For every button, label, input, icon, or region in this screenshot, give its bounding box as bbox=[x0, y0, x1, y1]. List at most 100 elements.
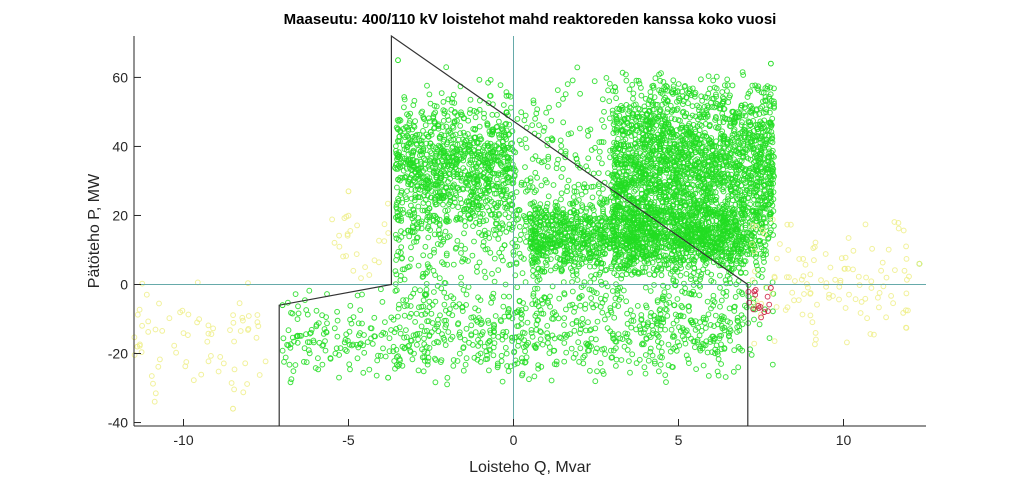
data-point-inside bbox=[711, 84, 718, 91]
data-point-inside bbox=[763, 248, 769, 254]
data-point-inside bbox=[751, 145, 757, 151]
data-point-inside bbox=[767, 209, 774, 216]
data-point-inside bbox=[735, 364, 742, 371]
data-point-inside bbox=[626, 358, 632, 365]
data-point-inside bbox=[556, 295, 563, 302]
data-point-inside bbox=[664, 106, 671, 112]
data-point-inside bbox=[672, 177, 678, 183]
data-point-inside bbox=[712, 312, 719, 319]
data-point-inside bbox=[689, 85, 696, 92]
data-point-inside bbox=[407, 303, 414, 309]
data-point-inside bbox=[656, 71, 662, 78]
data-point-inside bbox=[585, 132, 592, 139]
data-point-inside bbox=[762, 132, 768, 139]
data-point-inside bbox=[609, 186, 616, 193]
data-point-inside bbox=[726, 123, 733, 129]
data-point-inside bbox=[538, 159, 545, 166]
data-point-inside bbox=[762, 306, 768, 313]
data-point-inside bbox=[480, 211, 486, 217]
data-point-inside bbox=[548, 117, 555, 124]
data-point-inside bbox=[656, 108, 663, 115]
data-point-inside bbox=[560, 96, 566, 102]
data-point-inside bbox=[639, 144, 646, 150]
data-point-inside bbox=[638, 92, 645, 99]
data-point-inside bbox=[727, 145, 734, 152]
data-point-inside bbox=[673, 189, 680, 195]
data-point-inside bbox=[771, 104, 777, 111]
data-point-inside bbox=[424, 225, 431, 232]
data-point-inside bbox=[449, 312, 456, 319]
data-point-inside bbox=[574, 64, 581, 71]
data-point-inside bbox=[601, 345, 608, 352]
data-point-inside bbox=[633, 77, 640, 84]
data-point-inside bbox=[395, 305, 402, 312]
data-point-inside bbox=[668, 109, 675, 115]
data-point-inside bbox=[544, 142, 551, 149]
data-point-inside bbox=[561, 291, 568, 298]
data-point-inside bbox=[691, 93, 698, 100]
data-point-inside bbox=[532, 153, 539, 160]
data-point-inside bbox=[747, 109, 753, 115]
data-point-inside bbox=[522, 164, 528, 171]
data-point-inside bbox=[745, 195, 752, 202]
data-point-inside bbox=[606, 115, 613, 122]
data-point-inside bbox=[431, 246, 437, 253]
data-point-inside bbox=[652, 150, 659, 157]
data-point-inside bbox=[678, 125, 685, 131]
data-point-inside bbox=[621, 343, 628, 350]
data-point-inside bbox=[589, 194, 596, 201]
data-point-inside bbox=[425, 263, 432, 270]
data-point-inside bbox=[529, 122, 536, 129]
data-point-inside bbox=[708, 135, 715, 141]
data-point-inside bbox=[705, 73, 712, 79]
data-point-inside bbox=[613, 115, 619, 122]
data-point-inside bbox=[482, 231, 489, 238]
data-point-inside bbox=[427, 253, 434, 259]
data-point-inside bbox=[613, 95, 619, 102]
data-point-inside bbox=[742, 112, 749, 119]
data-point-inside bbox=[443, 64, 450, 71]
data-point-inside bbox=[539, 300, 546, 307]
data-point-inside bbox=[460, 367, 467, 374]
data-point-inside bbox=[473, 219, 479, 226]
data-point-inside bbox=[740, 72, 747, 78]
data-point-inside bbox=[718, 361, 724, 367]
data-point-inside bbox=[652, 75, 659, 82]
data-point-inside bbox=[621, 143, 628, 150]
data-point-inside bbox=[498, 253, 505, 260]
data-point-inside bbox=[638, 186, 645, 193]
data-point-inside bbox=[546, 104, 552, 111]
data-point-inside bbox=[570, 194, 577, 200]
data-point-inside bbox=[750, 159, 757, 166]
data-point-inside bbox=[613, 184, 620, 190]
data-point-inside bbox=[432, 298, 439, 305]
data-point-inside bbox=[499, 245, 505, 252]
data-point-inside bbox=[766, 148, 773, 155]
data-point-inside bbox=[442, 228, 449, 235]
data-point-inside bbox=[640, 134, 647, 141]
data-point-inside bbox=[569, 288, 576, 295]
data-point-inside bbox=[493, 226, 500, 233]
data-point-inside bbox=[647, 288, 654, 294]
data-point-inside bbox=[434, 241, 441, 247]
data-point-inside bbox=[670, 77, 677, 84]
data-point-inside bbox=[463, 302, 470, 308]
data-point-inside bbox=[514, 360, 521, 367]
data-point-inside bbox=[476, 229, 482, 236]
data-point-inside bbox=[465, 258, 471, 264]
data-point-inside bbox=[602, 351, 608, 358]
data-point-inside bbox=[763, 251, 769, 258]
data-point-inside bbox=[492, 214, 499, 221]
data-point-inside bbox=[658, 131, 665, 138]
data-point-inside bbox=[529, 184, 536, 191]
data-point-inside bbox=[641, 151, 647, 158]
data-point-inside bbox=[735, 145, 742, 152]
data-point-inside bbox=[521, 181, 528, 188]
data-point-inside bbox=[562, 91, 569, 98]
data-point-inside bbox=[762, 128, 769, 135]
data-point-inside bbox=[449, 95, 455, 102]
data-point-inside bbox=[418, 323, 425, 330]
data-point-inside bbox=[702, 130, 708, 136]
data-point-inside bbox=[542, 177, 549, 183]
data-point-inside bbox=[516, 207, 523, 214]
